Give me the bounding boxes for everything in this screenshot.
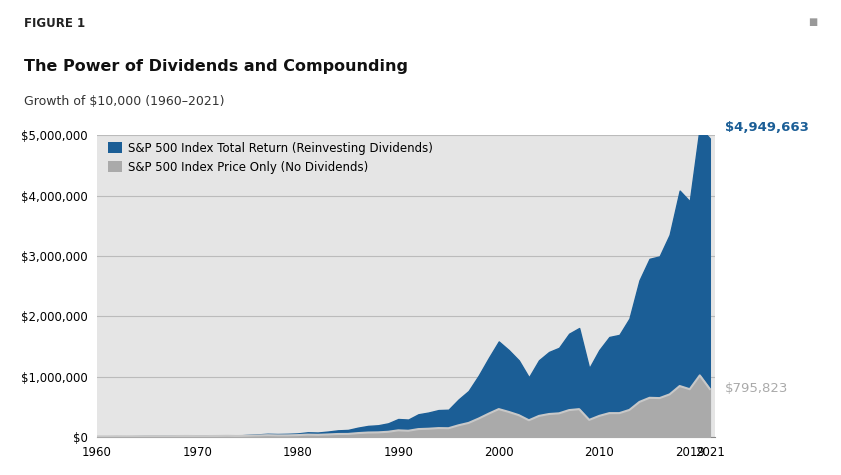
Text: FIGURE 1: FIGURE 1 xyxy=(24,17,85,29)
Text: $4,949,663: $4,949,663 xyxy=(725,121,809,133)
Text: ■: ■ xyxy=(808,17,817,27)
Legend: S&P 500 Index Total Return (Reinvesting Dividends), S&P 500 Index Price Only (No: S&P 500 Index Total Return (Reinvesting … xyxy=(103,137,437,178)
Text: Growth of $10,000 (1960–2021): Growth of $10,000 (1960–2021) xyxy=(24,95,224,108)
Text: $795,823: $795,823 xyxy=(725,382,788,396)
Text: The Power of Dividends and Compounding: The Power of Dividends and Compounding xyxy=(24,59,408,75)
